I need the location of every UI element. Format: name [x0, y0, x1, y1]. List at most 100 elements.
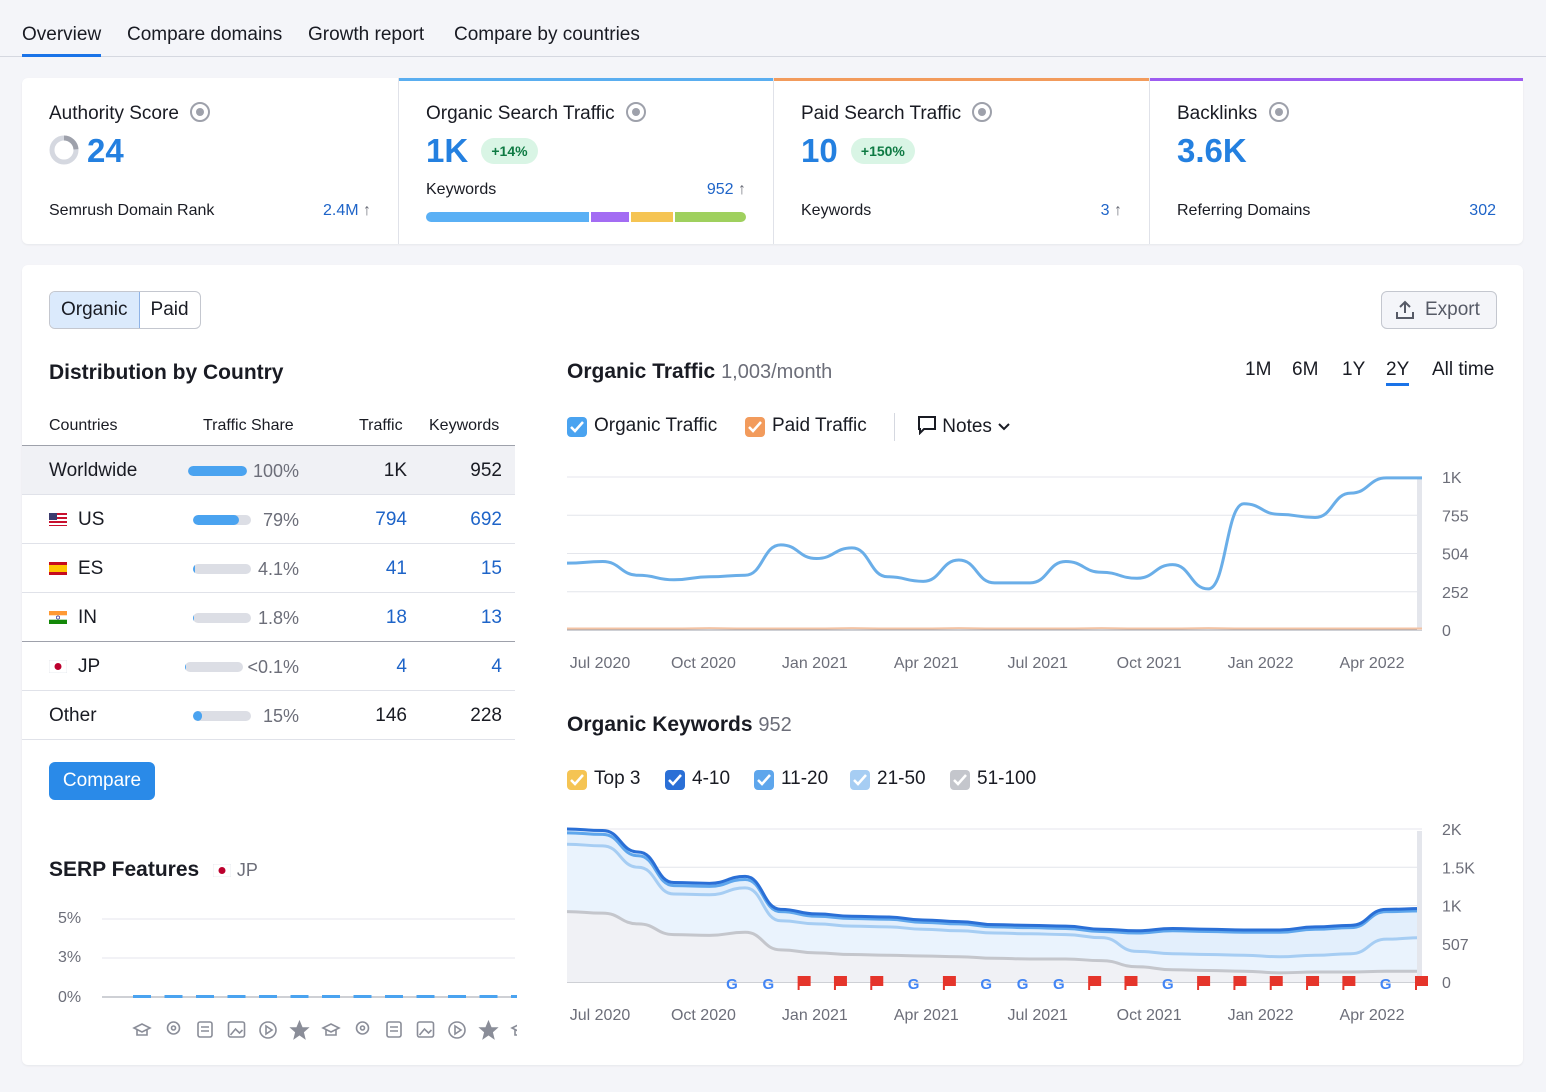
play-icon[interactable]: [448, 1021, 466, 1039]
tab-overview[interactable]: Overview: [22, 24, 102, 57]
flag-note-icon[interactable]: [1088, 976, 1102, 990]
traffic-value[interactable]: 4: [396, 656, 407, 677]
keywords-value[interactable]: 15: [480, 558, 502, 579]
toggle-paid[interactable]: Paid: [150, 299, 189, 320]
range-4-10-checkbox[interactable]: [665, 770, 685, 790]
authority-donut-icon: [49, 135, 79, 165]
question-bubble-icon[interactable]: [478, 1019, 499, 1040]
tab-compare-by-countries[interactable]: Compare by countries: [454, 24, 640, 45]
organic-traffic-chart[interactable]: 1K 755 504 252 0 Jul 2020 Oct 2020 Jan 2021 Apr …: [547, 465, 1477, 685]
range-51-100-checkbox[interactable]: [950, 770, 970, 790]
kpi-sub-value[interactable]: 302: [1469, 202, 1496, 219]
range-11-20-checkbox[interactable]: [754, 770, 774, 790]
table-row[interactable]: Worldwide 100% 1K 952: [22, 445, 515, 494]
crown-icon[interactable]: [386, 1021, 402, 1038]
keywords-value[interactable]: 692: [470, 509, 502, 530]
top3-checkbox[interactable]: [567, 770, 587, 790]
legend-paid-traffic[interactable]: Paid Traffic: [772, 415, 867, 436]
export-button[interactable]: Export: [1381, 291, 1497, 329]
kpi-value[interactable]: 1K +14%: [426, 132, 538, 170]
organic-traffic-checkbox[interactable]: [567, 417, 587, 437]
flag-note-icon[interactable]: [1342, 976, 1356, 990]
star-icon[interactable]: [289, 1019, 310, 1040]
google-update-icon[interactable]: G: [762, 976, 774, 993]
traffic-value[interactable]: 18: [385, 607, 407, 628]
semrush-info-icon[interactable]: [972, 102, 993, 122]
flag-note-icon[interactable]: [1269, 976, 1283, 990]
notes-dropdown[interactable]: Notes: [917, 415, 1011, 438]
kpi-sub-label: Referring Domains: [1177, 202, 1311, 219]
kpi-sub-value[interactable]: 2.4M ↑: [323, 202, 371, 220]
legend-51-100[interactable]: 51-100: [977, 768, 1037, 789]
period-1y[interactable]: 1Y: [1342, 359, 1366, 380]
link-icon[interactable]: [259, 1021, 277, 1039]
google-update-icon[interactable]: G: [726, 976, 738, 993]
kpi-sub-value[interactable]: 952 ↑: [707, 181, 746, 199]
serp-title-text: SERP Features: [49, 858, 200, 881]
legend-top3[interactable]: Top 3: [594, 768, 641, 789]
keywords-value[interactable]: 4: [491, 656, 502, 677]
flag-note-icon[interactable]: [1306, 976, 1320, 990]
legend-4-10[interactable]: 4-10: [692, 768, 731, 789]
legend-11-20[interactable]: 11-20: [781, 768, 829, 789]
col-header-traffic: Traffic: [359, 417, 403, 434]
google-update-icon[interactable]: G: [1053, 976, 1065, 993]
google-update-icon[interactable]: G: [908, 976, 920, 993]
image-icon[interactable]: [416, 1021, 435, 1038]
chevron-down-icon: [998, 423, 1010, 431]
keywords-value[interactable]: 13: [480, 607, 502, 628]
table-row[interactable]: JP <0.1% 4 4: [22, 641, 515, 690]
period-1m[interactable]: 1M: [1245, 359, 1272, 380]
kpi-value[interactable]: 3.6K: [1177, 132, 1247, 170]
google-update-icon[interactable]: G: [980, 976, 992, 993]
tab-compare-domains[interactable]: Compare domains: [127, 24, 283, 45]
organic-keywords-chart[interactable]: 2K 1.5K 1K 507 0 G G G G G G G G Jul 2020 Oct 2020 Jan …: [547, 817, 1477, 1037]
help-circle-icon[interactable]: [510, 1024, 517, 1036]
kpi-value-text: 1K: [426, 132, 469, 169]
semrush-info-icon[interactable]: [1268, 102, 1289, 122]
flag-note-icon[interactable]: [797, 976, 811, 990]
traffic-value[interactable]: 41: [385, 558, 407, 579]
kpi-value[interactable]: 10 +150%: [801, 132, 915, 170]
table-row[interactable]: US 79% 794 692: [22, 494, 515, 543]
range-21-50-checkbox[interactable]: [850, 770, 870, 790]
location-pin-icon[interactable]: [166, 1021, 181, 1035]
flag-note-icon[interactable]: [1415, 976, 1428, 990]
image-pack-icon[interactable]: [227, 1021, 246, 1038]
toggle-organic[interactable]: Organic: [50, 292, 140, 328]
semrush-info-icon[interactable]: [190, 102, 211, 122]
period-all-time[interactable]: All time: [1432, 359, 1495, 380]
flag-note-icon[interactable]: [1197, 976, 1211, 990]
google-update-icon[interactable]: G: [1017, 976, 1029, 993]
legend-21-50[interactable]: 21-50: [877, 768, 926, 789]
flag-note-icon[interactable]: [833, 976, 847, 990]
flag-note-icon[interactable]: [870, 976, 884, 990]
series-line: [566, 476, 1422, 591]
table-row[interactable]: Other 15% 146 228: [22, 690, 515, 740]
graduation-cap-icon[interactable]: [132, 1023, 152, 1036]
y-tick-label: 0: [1442, 975, 1451, 992]
table-row[interactable]: ES 4.1% 41 15: [22, 543, 515, 592]
period-2y[interactable]: 2Y: [1386, 359, 1410, 386]
legend-organic-traffic[interactable]: Organic Traffic: [594, 415, 718, 436]
flag-note-icon[interactable]: [942, 976, 956, 990]
kpi-value[interactable]: 24: [49, 132, 124, 170]
news-icon[interactable]: [197, 1021, 213, 1038]
traffic-value[interactable]: 794: [375, 509, 407, 530]
google-update-icon[interactable]: G: [1162, 976, 1174, 993]
period-6m[interactable]: 6M: [1292, 359, 1319, 380]
paid-traffic-checkbox[interactable]: [745, 417, 765, 437]
compare-button[interactable]: Compare: [49, 762, 155, 800]
semrush-info-icon[interactable]: [625, 102, 646, 122]
video-icon[interactable]: [321, 1023, 341, 1036]
google-update-icon[interactable]: G: [1380, 976, 1392, 993]
flag-note-icon[interactable]: [1124, 976, 1138, 990]
growth-badge: +150%: [850, 138, 915, 164]
tab-growth-report[interactable]: Growth report: [308, 24, 425, 45]
kpi-sub-value[interactable]: 3 ↑: [1101, 202, 1122, 220]
video-carousel-icon[interactable]: [355, 1021, 370, 1035]
serp-country: JP: [236, 860, 258, 880]
flag-note-icon[interactable]: [1233, 976, 1247, 990]
table-row[interactable]: IN 1.8% 18 13: [22, 592, 515, 641]
traffic-subtitle: 1,003/month: [721, 361, 833, 383]
